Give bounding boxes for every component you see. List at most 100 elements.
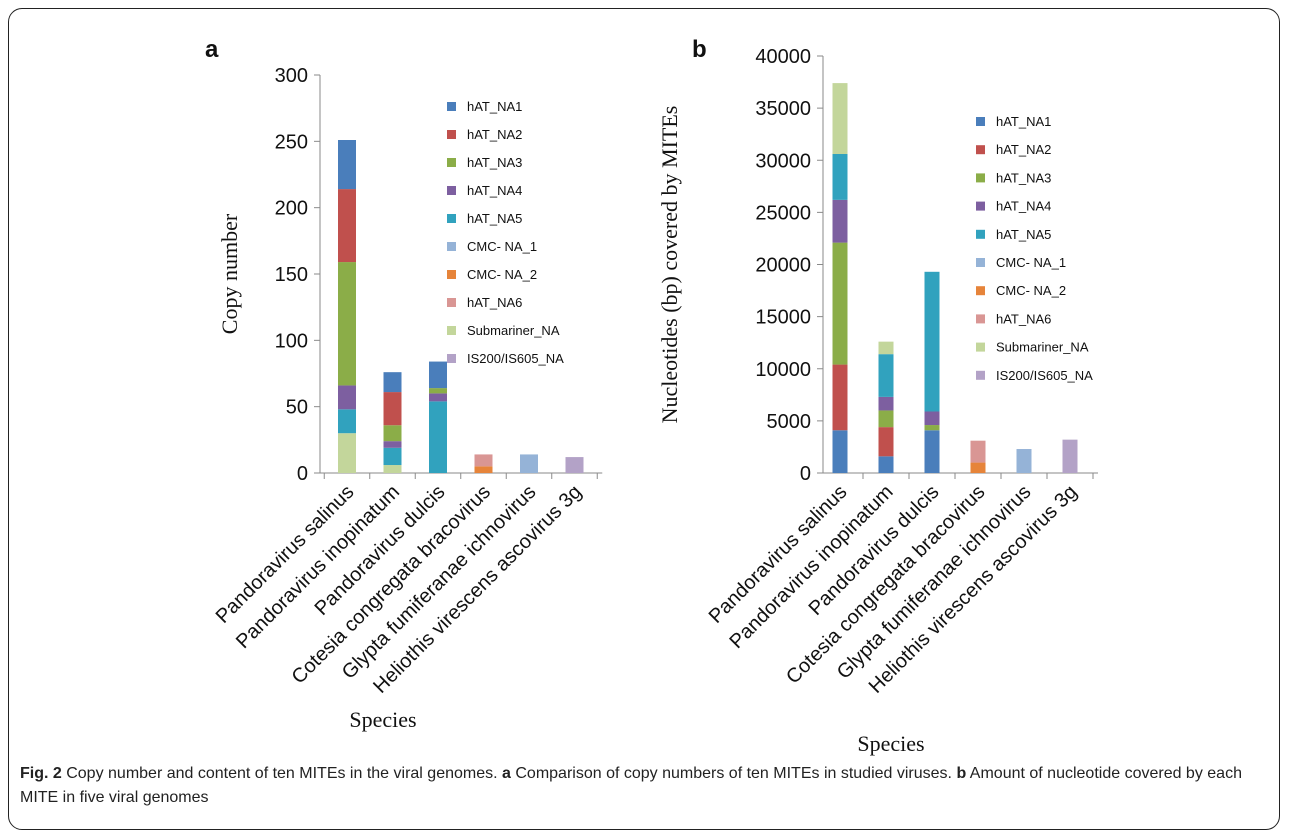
panel-b-bar-segment: [832, 153, 848, 200]
panel-a-bar-segment: [338, 262, 356, 386]
panel-a-legend-label: CMC- NA_2: [467, 267, 537, 282]
panel-a-legend-label: Submariner_NA: [467, 323, 560, 338]
panel-a-legend-label: hAT_NA4: [467, 183, 522, 198]
panel-b-bar-segment: [1062, 439, 1078, 473]
panel-b-legend-swatch: [976, 258, 985, 267]
panel-a-bar-segment: [474, 454, 493, 467]
figure-caption: Fig. 2 Copy number and content of ten MI…: [20, 762, 1265, 810]
panel-b-legend-swatch: [976, 173, 985, 183]
panel-b-bar-segment: [924, 411, 940, 426]
panel-b-y-tick-label: 30000: [755, 150, 811, 172]
panel-b-bar-segment: [878, 410, 894, 428]
panel-a-legend-swatch: [447, 242, 456, 251]
panel-b-y-tick-label: 25000: [755, 202, 811, 224]
panel-b-legend-swatch: [976, 117, 985, 126]
panel-a-legend-label: hAT_NA5: [467, 211, 522, 226]
panel-b-bar-segment: [970, 462, 986, 473]
panel-a-legend-label: IS200/IS605_NA: [467, 351, 564, 366]
panel-b-legend-swatch: [976, 201, 985, 211]
panel-a-x-axis-title: Species: [349, 707, 416, 732]
panel-b-legend-label: hAT_NA5: [996, 227, 1051, 242]
panel-a-legend-swatch: [447, 186, 456, 195]
panel-a-bar-segment: [520, 454, 538, 473]
panel-b-legend-swatch: [976, 286, 985, 296]
panel-a-y-tick-label: 200: [275, 198, 308, 220]
panel-b-legend-swatch: [976, 314, 985, 324]
panel-b-bar-segment: [878, 354, 894, 397]
panel-a-letter: a: [205, 36, 219, 63]
panel-a-bar-segment: [383, 425, 402, 442]
panel-a-legend-swatch: [447, 102, 456, 111]
panel-b-bar-segment: [970, 440, 986, 463]
panel-b-bar-segment: [924, 271, 940, 412]
panel-a-bar-segment: [429, 388, 447, 394]
caption-label-a: a: [502, 765, 511, 782]
panel-b-legend-swatch: [976, 342, 985, 352]
panel-b-y-tick-label: 20000: [755, 255, 811, 277]
panel-a-bar-segment: [338, 189, 356, 263]
panel-a-bar-segment: [338, 433, 356, 473]
figure-frame: [8, 8, 1280, 830]
panel-a-bar-segment: [474, 466, 493, 473]
panel-b-y-axis-title: Nucleotides (bp) covered by MITEs: [657, 106, 682, 424]
panel-b-y-tick-label: 15000: [755, 307, 811, 329]
panel-a-y-tick-label: 150: [275, 264, 308, 286]
panel-b-bar-segment: [1016, 449, 1032, 473]
panel-b-legend-label: hAT_NA2: [996, 142, 1051, 157]
panel-b-bar-segment: [878, 396, 894, 411]
panel-b-y-tick-label: 0: [800, 463, 811, 485]
panel-b-letter: b: [692, 36, 707, 63]
panel-a-legend-swatch: [447, 298, 456, 307]
panel-a-legend-swatch: [447, 354, 456, 363]
panel-a-legend-label: hAT_NA6: [467, 295, 522, 310]
panel-b-legend-swatch: [976, 145, 985, 155]
panel-b-legend-swatch: [976, 229, 985, 239]
panel-a-legend-swatch: [447, 270, 456, 279]
panel-a-legend-swatch: [447, 326, 456, 335]
panel-a-bar-segment: [338, 385, 356, 410]
caption-text-1: Copy number and content of ten MITEs in …: [61, 765, 503, 782]
panel-b-legend-label: IS200/IS605_NA: [996, 368, 1093, 383]
caption-text-2: Comparison of copy numbers of ten MITEs …: [510, 765, 957, 782]
panel-b-legend-label: CMC- NA_1: [996, 255, 1066, 270]
panel-a-bar-segment: [429, 361, 447, 389]
panel-a-bar-segment: [429, 401, 447, 473]
panel-a-y-tick-label: 300: [275, 65, 308, 87]
panel-b-bar-segment: [878, 341, 894, 355]
panel-a-legend-swatch: [447, 130, 456, 139]
panel-b-bar-segment: [832, 242, 848, 365]
panel-b-bar-segment: [878, 456, 894, 473]
panel-a-legend-label: CMC- NA_1: [467, 239, 537, 254]
panel-b-bar-segment: [924, 430, 940, 473]
panel-b-bar-segment: [832, 430, 848, 473]
panel-a-legend-swatch: [447, 158, 456, 167]
panel-a-legend-label: hAT_NA3: [467, 155, 522, 170]
panel-b-bar-segment: [832, 199, 848, 243]
panel-b-y-tick-label: 5000: [767, 411, 812, 433]
panel-a-bar-segment: [383, 372, 402, 393]
panel-a-bar-segment: [565, 457, 584, 473]
panel-b-legend-label: hAT_NA4: [996, 199, 1051, 214]
panel-a-y-tick-label: 250: [275, 131, 308, 153]
panel-b-bar-segment: [878, 427, 894, 457]
panel-b-y-tick-label: 10000: [755, 359, 811, 381]
panel-b-y-tick-label: 40000: [755, 46, 811, 68]
panel-b-y-tick-label: 35000: [755, 98, 811, 120]
caption-fig-label: Fig. 2: [20, 765, 62, 782]
panel-a-y-tick-label: 100: [275, 330, 308, 352]
panel-a-y-tick-label: 50: [286, 397, 308, 419]
panel-a-bar-segment: [383, 447, 402, 466]
panel-a-bar-segment: [338, 409, 356, 434]
panel-a-y-tick-label: 0: [297, 463, 308, 485]
panel-a-y-axis-title: Copy number: [217, 213, 242, 334]
panel-a-bar-segment: [338, 140, 356, 190]
caption-label-b: b: [956, 765, 967, 782]
panel-b-legend-label: CMC- NA_2: [996, 283, 1066, 298]
chart-panel-b: b 0 5000 10000 15000 20000 25000 30000 35000 4000…: [657, 36, 1098, 756]
panel-a-legend-swatch: [447, 214, 456, 223]
panel-a-bar-segment: [383, 392, 402, 426]
caption-text-3: Amount of nucleotide covered by each MIT…: [20, 765, 1242, 806]
panel-a-legend-label: hAT_NA1: [467, 99, 522, 114]
panel-b-legend-swatch: [976, 370, 985, 380]
